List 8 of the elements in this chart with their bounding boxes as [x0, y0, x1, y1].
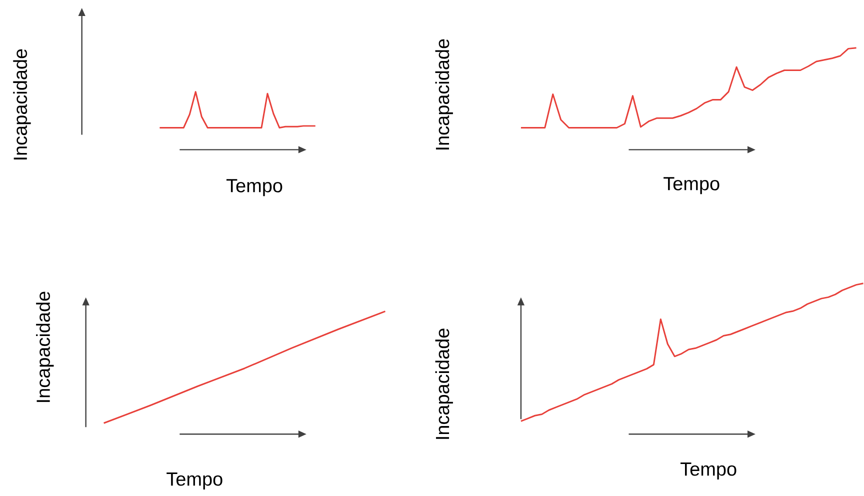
- y-axis-title: Incapacidade: [13, 49, 31, 160]
- y-axis-title: Incapacidade: [435, 39, 453, 150]
- x-axis-title: Tempo: [664, 177, 720, 194]
- x-axis-title: Tempo: [226, 179, 282, 196]
- x-axis-title: Tempo: [680, 462, 736, 480]
- x-axis-title: Tempo: [166, 472, 222, 490]
- y-axis-title: Incapacidade: [435, 328, 453, 439]
- y-axis-title: Incapacidade: [36, 292, 54, 402]
